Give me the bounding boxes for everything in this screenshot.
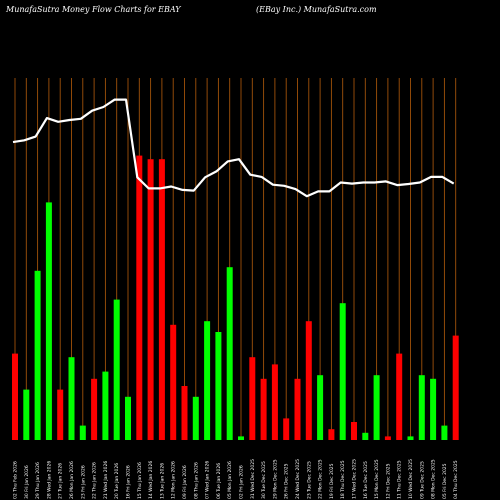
money-flow-bar: [215, 332, 222, 440]
date-label: 19 Fri Dec 2025: [329, 463, 335, 499]
money-flow-bar: [396, 353, 403, 440]
money-flow-bar: [136, 155, 143, 440]
date-label: 15 Thu Jan 2026: [137, 462, 143, 499]
money-flow-bar: [68, 357, 75, 440]
money-flow-bar: [260, 378, 267, 440]
money-flow-bar: [158, 159, 165, 440]
date-label: 20 Tue Jan 2026: [114, 463, 120, 499]
money-flow-bar: [23, 389, 30, 440]
date-label: 13 Tue Jan 2026: [159, 463, 165, 499]
money-flow-bar: [362, 432, 369, 440]
date-label: 15 Mon Dec 2025: [374, 459, 380, 499]
money-flow-bar: [125, 396, 131, 440]
date-label: 29 Mon Dec 2025: [272, 459, 278, 499]
date-label: 10 Wed Dec 2025: [408, 459, 414, 499]
money-flow-bar: [181, 386, 188, 440]
date-label: 07 Wed Jan 2026: [205, 461, 211, 499]
date-label: 02 Fri Jan 2026: [239, 465, 245, 499]
date-label: 31 Wed Dec 2025: [250, 459, 256, 499]
money-flow-bar: [418, 375, 425, 440]
money-flow-bar: [283, 418, 290, 440]
date-label: 30 Fri Jan 2026: [24, 465, 30, 499]
date-label: 09 Tue Dec 2025: [419, 461, 425, 499]
price-line-path: [12, 98, 455, 198]
price-line: [12, 98, 455, 198]
date-label: 26 Fri Dec 2025: [284, 463, 290, 499]
date-label: 06 Tue Jan 2026: [216, 463, 222, 499]
money-flow-bar: [226, 267, 233, 440]
money-flow-bar: [384, 436, 391, 440]
date-label: 27 Tue Jan 2026: [58, 463, 64, 499]
money-flow-bar: [328, 429, 335, 440]
date-axis-labels: 02 Thu Feb 2026 30 Fri Jan 2026 29 Thu Jan…: [13, 459, 460, 499]
money-flow-bar: [294, 378, 301, 440]
money-flow-bar: [441, 425, 448, 440]
money-flow-bar: [204, 321, 211, 440]
date-label: 24 Wed Dec 2025: [295, 459, 301, 499]
money-flow-bar: [57, 389, 64, 440]
chart-subtitle: (EBay Inc.) MunafaSutra.com: [256, 5, 377, 14]
date-label: 26 Mon Jan 2026: [69, 461, 75, 499]
date-label: 28 Wed Jan 2026: [46, 461, 52, 499]
date-label: 18 Thu Dec 2025: [340, 460, 346, 499]
date-label: 12 Fri Dec 2025: [385, 463, 391, 499]
date-label: 04 Thu Dec 2025: [453, 460, 459, 499]
date-label: 30 Tue Dec 2025: [261, 461, 267, 499]
money-flow-bar: [373, 375, 380, 440]
money-flow-bar: [102, 371, 109, 440]
date-label: 08 Mon Dec 2025: [431, 459, 437, 499]
money-flow-bar: [238, 436, 244, 440]
date-label: 05 Fri Dec 2025: [442, 463, 448, 499]
money-flow-bar: [12, 353, 18, 440]
money-flow-bar: [147, 159, 154, 440]
money-flow-bar: [91, 378, 98, 440]
money-flow-bar: [339, 303, 346, 440]
money-flow-bar: [351, 422, 357, 440]
money-flow-bar: [113, 299, 120, 440]
date-label: 21 Wed Jan 2026: [103, 461, 109, 499]
date-label: 02 Thu Feb 2026: [13, 461, 19, 499]
money-flow-bar: [249, 357, 256, 440]
date-label: 29 Thu Jan 2026: [35, 462, 41, 499]
money-flow-bars: [12, 155, 459, 440]
date-label: 23 Tue Dec 2025: [306, 461, 312, 499]
money-flow-bar: [192, 396, 199, 440]
money-flow-bar: [305, 321, 312, 440]
date-label: 16 Fri Jan 2026: [126, 465, 132, 499]
date-label: 09 Fri Jan 2026: [182, 465, 188, 499]
money-flow-bar: [34, 270, 41, 440]
money-flow-bar: [271, 364, 278, 440]
money-flow-bar: [45, 202, 52, 440]
money-flow-bar: [430, 378, 437, 440]
money-flow-bar: [452, 335, 459, 440]
date-label: 23 Fri Jan 2026: [80, 465, 86, 499]
date-label: 12 Mon Jan 2026: [171, 461, 177, 499]
date-label: 05 Mon Jan 2026: [227, 461, 233, 499]
date-label: 17 Wed Dec 2025: [352, 459, 358, 499]
date-label: 11 Thu Dec 2025: [397, 460, 403, 499]
money-flow-bar: [407, 436, 414, 440]
money-flow-bar: [170, 324, 177, 440]
chart-title: MunafaSutra Money Flow Charts for EBAY: [5, 5, 181, 14]
date-label: 08 Thu Jan 2026: [193, 462, 199, 499]
date-label: 14 Wed Jan 2026: [148, 461, 154, 499]
date-label: 16 Tue Dec 2025: [363, 461, 369, 499]
money-flow-bar: [317, 375, 324, 440]
date-label: 22 Thu Jan 2026: [92, 462, 98, 499]
money-flow-bar: [79, 425, 86, 440]
date-label: 22 Mon Dec 2025: [318, 459, 324, 499]
